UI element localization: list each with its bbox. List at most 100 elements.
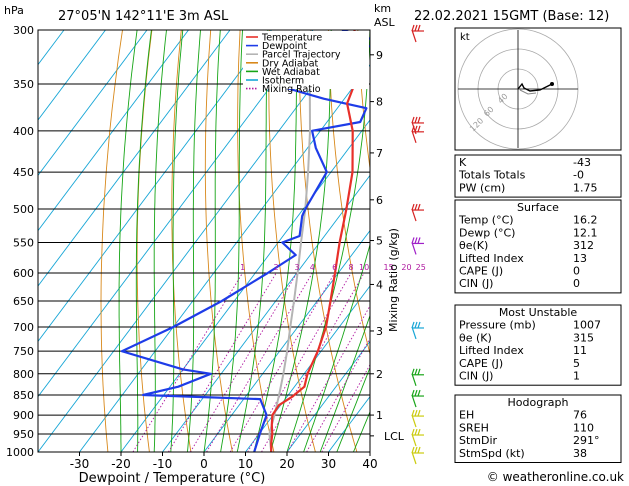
index-row-label: Totals Totals (458, 169, 526, 182)
mixing-ratio-label: 2 (274, 263, 279, 272)
legend-entry-label: Dewpoint (262, 41, 307, 52)
pressure-tick-label: 650 (13, 295, 34, 308)
wind-barb (411, 428, 424, 447)
dewpoint-profile (120, 30, 370, 452)
x-tick-label: 20 (279, 457, 294, 471)
surface-row-label: CAPE (J) (459, 265, 503, 278)
hodograph_table-row-value: 291° (573, 434, 600, 447)
hodograph-unit-label: kt (460, 32, 470, 43)
hodograph_table-row-label: EH (459, 409, 474, 422)
hodograph_table-row-value: 110 (573, 421, 594, 434)
pressure-tick-label: 850 (13, 389, 34, 402)
wet-adiabat-line (186, 30, 201, 452)
km-unit-label: km (374, 2, 391, 15)
most_unstable-row-value: 1 (573, 370, 580, 383)
dry-adiabat-line (357, 30, 370, 172)
km-tick-label: 1 (376, 409, 383, 422)
mixing-ratio-label: 25 (416, 263, 426, 272)
hodograph_table-table-frame (454, 394, 622, 463)
legend-entry-label: Temperature (261, 33, 322, 44)
isotherm-line (203, 229, 370, 452)
mixing-ratio-line (306, 337, 370, 452)
wind-barb (411, 368, 424, 386)
x-tick-label: 30 (321, 457, 336, 471)
index-row-label: PW (cm) (459, 181, 505, 194)
km-tick-label: 9 (376, 49, 383, 62)
pressure-tick-label: 550 (13, 236, 34, 249)
wind-barb (411, 24, 424, 43)
most_unstable-table-title: Most Unstable (499, 306, 578, 319)
isotherm-line (38, 30, 106, 121)
pressure-tick-label: 900 (13, 409, 34, 422)
wind-barb (411, 389, 424, 408)
pressure-tick-label: 800 (13, 368, 34, 381)
most_unstable-row-label: Pressure (mb) (459, 319, 536, 332)
most_unstable-row-value: 11 (573, 344, 587, 357)
index-row-value: -0 (573, 169, 584, 182)
hodograph_table-row-label: StmDir (459, 434, 498, 447)
mixing-ratio-label: 15 (383, 263, 393, 272)
wet-adiabat-line (135, 30, 152, 452)
isotherm-line (245, 285, 370, 452)
mixing-ratio-line (287, 304, 370, 452)
index-row-value: 1.75 (573, 181, 598, 194)
pressure-tick-label: 500 (13, 203, 34, 216)
surface-row-value: 0 (573, 265, 580, 278)
dry-adiabat-line (623, 30, 629, 452)
hodograph-trace-grey (519, 89, 537, 95)
pressure-tick-label: 450 (13, 166, 34, 179)
isotherm-line (162, 174, 370, 452)
index-row-label: K (459, 156, 467, 169)
pressure-tick-label: 300 (13, 24, 34, 37)
most_unstable-table-frame (454, 304, 622, 386)
mixing-ratio-axis-title: Mixing Ratio (g/kg) (387, 228, 400, 332)
legend-box (243, 31, 369, 89)
most_unstable-row-label: θe (K) (459, 331, 492, 344)
mixing-ratio-line (261, 272, 365, 452)
isotherm-line (38, 30, 314, 398)
most_unstable-row-label: Lifted Index (459, 344, 524, 357)
index-table-frame (454, 154, 622, 198)
km-tick-label: 3 (376, 325, 383, 338)
pressure-tick-label: 950 (13, 428, 34, 441)
surface-row-value: 312 (573, 239, 594, 252)
wet-adiabat-line (153, 30, 167, 452)
surface-row-value: 0 (573, 277, 580, 290)
surface-row-value: 16.2 (573, 214, 598, 227)
legend-entry-label: Dry Adiabat (262, 58, 319, 69)
most_unstable-row-value: 1007 (573, 319, 601, 332)
isotherm-line (38, 30, 148, 177)
pressure-tick-label: 700 (13, 321, 34, 334)
wind-barb (411, 321, 424, 340)
wind-barb (411, 409, 424, 428)
hodograph_table-row-value: 76 (573, 409, 587, 422)
legend-entry-label: Parcel Trajectory (262, 50, 341, 61)
wind-barb (411, 237, 424, 255)
legend-entry-label: Isotherm (262, 76, 304, 87)
km-tick-label: 7 (376, 147, 383, 160)
pressure-tick-label: 350 (13, 78, 34, 91)
hodograph_table-row-label: StmSpd (kt) (459, 447, 525, 460)
surface-row-label: Lifted Index (459, 252, 524, 265)
mixing-ratio-label: 8 (349, 263, 354, 272)
surface-table-frame (454, 199, 622, 294)
wind-barbs (411, 24, 424, 465)
x-tick-label: -30 (70, 457, 90, 471)
surface-row-value: 13 (573, 252, 587, 265)
surface-row-label: Temp (°C) (458, 214, 514, 227)
hpa-unit-label: hPa (4, 4, 24, 17)
location-title: 27°05'N 142°11'E 3m ASL (58, 9, 229, 24)
km-tick-label: 2 (376, 368, 383, 381)
most_unstable-row-value: 315 (573, 331, 594, 344)
hodograph-storm-marker (550, 82, 554, 86)
most_unstable-row-value: 5 (573, 357, 580, 370)
temperature-profile (270, 30, 357, 452)
legend-entry-label: Wet Adiabat (262, 67, 320, 78)
surface-table-title: Surface (517, 201, 559, 214)
km-tick-label: 8 (376, 96, 383, 109)
isotherm-line (38, 30, 231, 287)
x-tick-label: 0 (200, 457, 208, 471)
index-tables: K -43 Totals Totals -0 PW (cm) 1.75 SurfaceTem… (454, 154, 622, 463)
x-tick-label: -20 (111, 457, 131, 471)
